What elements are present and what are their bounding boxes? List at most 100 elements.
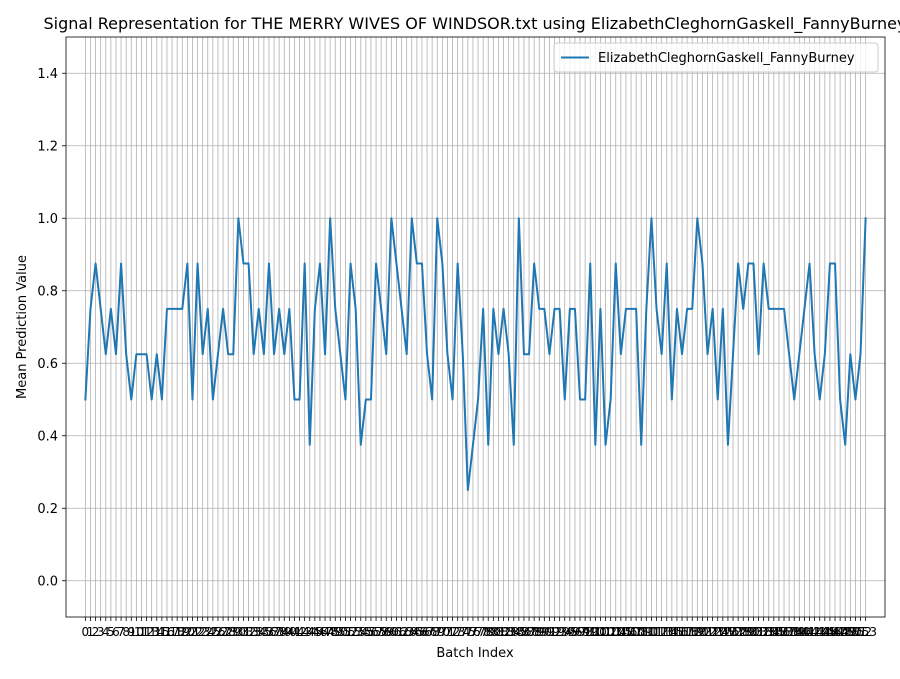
- data-point: [446, 353, 448, 355]
- x-tick-label: 54: [353, 625, 368, 639]
- x-tick-label: 53: [348, 625, 363, 639]
- x-tick-label: 151: [844, 625, 867, 639]
- data-point: [135, 353, 137, 355]
- data-point: [758, 353, 760, 355]
- x-tick-label: 50: [333, 625, 348, 639]
- x-tick-label: 115: [660, 625, 683, 639]
- data-point: [793, 399, 795, 401]
- x-tick-label: 58: [374, 625, 389, 639]
- x-tick-label: 113: [650, 625, 673, 639]
- x-tick-label: 93: [552, 625, 567, 639]
- data-point: [314, 308, 316, 310]
- data-point: [564, 399, 566, 401]
- series-lines: [84, 217, 867, 492]
- x-tick-label: 87: [521, 625, 536, 639]
- x-tick-label: 100: [584, 625, 607, 639]
- x-tick-label: 123: [701, 625, 724, 639]
- x-tick-label: 107: [620, 625, 643, 639]
- x-tick-label: 71: [440, 625, 455, 639]
- x-tick-label: 63: [399, 625, 414, 639]
- x-tick-label: 35: [256, 625, 271, 639]
- data-point: [115, 353, 117, 355]
- data-point: [752, 263, 754, 265]
- data-point: [176, 308, 178, 310]
- data-point: [406, 353, 408, 355]
- x-tick-label: 76: [465, 625, 480, 639]
- x-tick-label: 98: [578, 625, 593, 639]
- x-tick-label: 138: [778, 625, 801, 639]
- data-point: [278, 308, 280, 310]
- x-tick-label: 52: [343, 625, 358, 639]
- data-point: [197, 263, 199, 265]
- data-point: [151, 399, 153, 401]
- data-point: [370, 399, 372, 401]
- data-point: [426, 353, 428, 355]
- x-tick-label: 39: [277, 625, 292, 639]
- data-point: [344, 399, 346, 401]
- legend: ElizabethCleghornGaskell_FannyBurney: [553, 42, 879, 73]
- data-point: [717, 399, 719, 401]
- x-tick-label: 60: [384, 625, 399, 639]
- x-tick-label: 103: [599, 625, 622, 639]
- data-point: [803, 308, 805, 310]
- x-tick-label: 59: [379, 625, 394, 639]
- data-point: [518, 217, 520, 219]
- x-tick-label: 124: [706, 625, 729, 639]
- x-tick-label: 128: [727, 625, 750, 639]
- data-point: [339, 353, 341, 355]
- x-tick-label: 26: [210, 625, 225, 639]
- y-tick-label: 1.0: [37, 212, 58, 227]
- x-tick-label: 145: [813, 625, 836, 639]
- data-point: [543, 308, 545, 310]
- x-tick-label: 131: [742, 625, 765, 639]
- data-point: [630, 308, 632, 310]
- y-tick-label: 1.2: [37, 139, 58, 154]
- x-tick-label: 49: [328, 625, 343, 639]
- x-tick-label: 120: [686, 625, 709, 639]
- x-tick-label: 137: [773, 625, 796, 639]
- x-tick-label: 47: [317, 625, 332, 639]
- data-point: [849, 353, 851, 355]
- x-tick-label: 136: [767, 625, 790, 639]
- x-tick-label: 134: [757, 625, 780, 639]
- data-point: [253, 353, 255, 355]
- x-tick-label: 119: [681, 625, 704, 639]
- x-tick-label: 104: [604, 625, 627, 639]
- data-point: [712, 308, 714, 310]
- x-tick-label: 153: [854, 625, 877, 639]
- data-point: [212, 399, 214, 401]
- data-point: [146, 353, 148, 355]
- x-tick-label: 126: [716, 625, 739, 639]
- grid-lines: [66, 37, 885, 617]
- x-tick-label: 78: [476, 625, 491, 639]
- data-point: [237, 217, 239, 219]
- x-tick-label: 2: [92, 625, 100, 639]
- x-axis-ticks: 0123456789101112131415161718192021222324…: [82, 617, 877, 639]
- x-tick-label: 55: [358, 625, 373, 639]
- data-point: [140, 353, 142, 355]
- data-point: [788, 353, 790, 355]
- x-tick-label: 95: [562, 625, 577, 639]
- data-point: [625, 308, 627, 310]
- x-tick-label: 42: [292, 625, 307, 639]
- x-tick-label: 91: [542, 625, 557, 639]
- x-tick-label: 12: [139, 625, 154, 639]
- data-point: [110, 308, 112, 310]
- x-tick-label: 106: [614, 625, 637, 639]
- x-tick-label: 30: [231, 625, 246, 639]
- x-tick-label: 147: [824, 625, 847, 639]
- data-point: [457, 263, 459, 265]
- data-point: [385, 353, 387, 355]
- x-tick-label: 68: [425, 625, 440, 639]
- x-tick-label: 27: [215, 625, 230, 639]
- y-tick-label: 1.4: [37, 67, 58, 82]
- x-tick-label: 142: [798, 625, 821, 639]
- data-point: [589, 263, 591, 265]
- x-tick-label: 38: [272, 625, 287, 639]
- x-tick-label: 41: [287, 625, 302, 639]
- x-tick-label: 75: [460, 625, 475, 639]
- x-tick-label: 79: [481, 625, 496, 639]
- x-tick-label: 40: [282, 625, 297, 639]
- data-point: [319, 263, 321, 265]
- data-point: [701, 263, 703, 265]
